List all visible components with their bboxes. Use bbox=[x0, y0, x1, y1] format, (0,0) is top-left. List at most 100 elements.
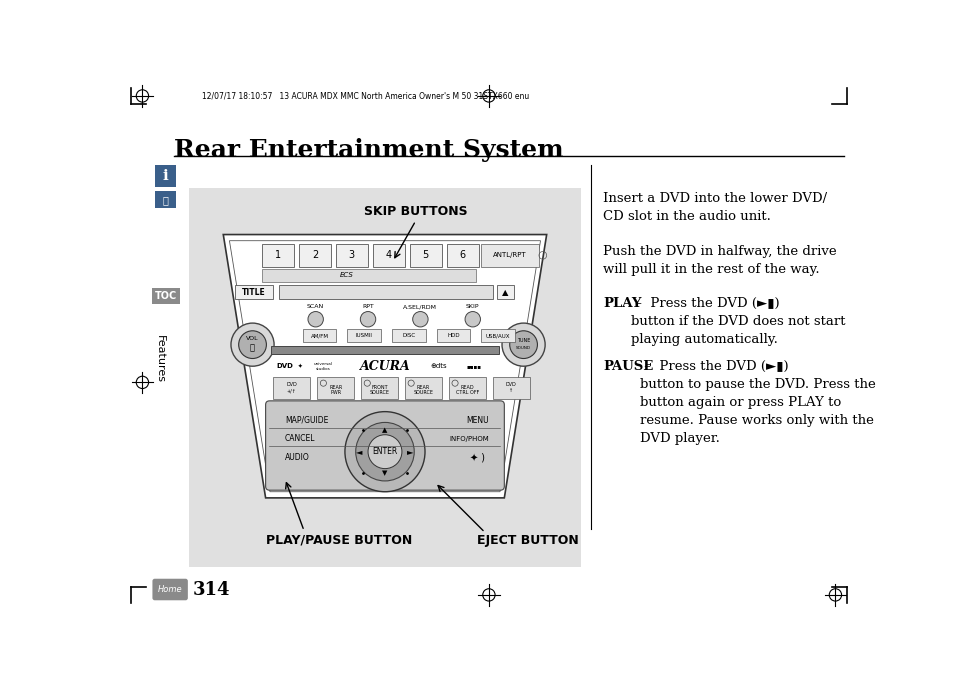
Text: A.SEL/RDM: A.SEL/RDM bbox=[403, 304, 436, 309]
Bar bbox=[493, 377, 529, 399]
Text: ⏻: ⏻ bbox=[250, 343, 254, 352]
Bar bbox=[302, 329, 336, 342]
Bar bbox=[261, 244, 294, 267]
Text: DVD
↑: DVD ↑ bbox=[505, 382, 517, 393]
Polygon shape bbox=[223, 235, 546, 498]
Circle shape bbox=[413, 311, 428, 327]
Text: 2: 2 bbox=[312, 250, 317, 261]
Bar bbox=[480, 329, 515, 342]
Text: 4: 4 bbox=[385, 250, 392, 261]
Text: –  Press the DVD (►▮)
button to pause the DVD. Press the
button again or press P: – Press the DVD (►▮) button to pause the… bbox=[639, 360, 875, 445]
Bar bbox=[361, 377, 397, 399]
Bar bbox=[373, 244, 405, 267]
Circle shape bbox=[308, 311, 323, 327]
Text: ANTL/RPT: ANTL/RPT bbox=[493, 252, 526, 259]
Bar bbox=[446, 244, 478, 267]
Text: universal
studios: universal studios bbox=[314, 362, 333, 371]
Text: VOL: VOL bbox=[246, 336, 258, 341]
Text: HDD: HDD bbox=[447, 333, 459, 339]
Bar bbox=[152, 289, 180, 304]
Bar bbox=[405, 377, 441, 399]
Text: ▼: ▼ bbox=[382, 470, 387, 476]
Text: REAR
PWR: REAR PWR bbox=[329, 384, 342, 395]
Text: 🚗: 🚗 bbox=[162, 195, 169, 205]
Text: Push the DVD in halfway, the drive
will pull it in the rest of the way.: Push the DVD in halfway, the drive will … bbox=[602, 245, 836, 276]
Text: –  Press the DVD (►▮)
button if the DVD does not start
playing automatically.: – Press the DVD (►▮) button if the DVD d… bbox=[630, 297, 844, 346]
Bar bbox=[190, 188, 580, 567]
Bar bbox=[271, 346, 498, 354]
Text: Insert a DVD into the lower DVD/
CD slot in the audio unit.: Insert a DVD into the lower DVD/ CD slot… bbox=[602, 192, 826, 223]
Text: Home: Home bbox=[157, 585, 182, 594]
Text: SKIP: SKIP bbox=[465, 304, 479, 309]
Bar bbox=[298, 244, 331, 267]
Bar bbox=[436, 329, 470, 342]
Text: FRONT
SOURCE: FRONT SOURCE bbox=[369, 384, 389, 395]
Text: ✦ ): ✦ ) bbox=[470, 452, 484, 462]
Circle shape bbox=[360, 311, 375, 327]
Text: ENTER: ENTER bbox=[372, 447, 397, 456]
Circle shape bbox=[368, 435, 401, 469]
Circle shape bbox=[509, 331, 537, 358]
Text: PLAY/PAUSE BUTTON: PLAY/PAUSE BUTTON bbox=[265, 534, 412, 547]
Text: i: i bbox=[162, 169, 169, 183]
Text: AUDIO: AUDIO bbox=[285, 453, 310, 462]
Circle shape bbox=[501, 323, 544, 366]
Circle shape bbox=[231, 323, 274, 366]
Bar bbox=[274, 377, 310, 399]
Text: TUNE: TUNE bbox=[517, 339, 530, 343]
Text: RPT: RPT bbox=[362, 304, 374, 309]
FancyBboxPatch shape bbox=[152, 579, 188, 601]
Text: Rear Entertainment System: Rear Entertainment System bbox=[173, 137, 563, 161]
Bar bbox=[335, 244, 368, 267]
Text: ✦: ✦ bbox=[297, 364, 302, 369]
Text: DVD: DVD bbox=[276, 363, 293, 369]
Text: ECS: ECS bbox=[339, 272, 353, 278]
Text: READ
CTRL OFF: READ CTRL OFF bbox=[456, 384, 478, 395]
FancyBboxPatch shape bbox=[265, 401, 504, 490]
Bar bbox=[154, 192, 176, 209]
Text: ACURA: ACURA bbox=[359, 360, 410, 373]
Text: INFO/PHOM: INFO/PHOM bbox=[449, 436, 489, 442]
Text: PAUSE: PAUSE bbox=[602, 360, 653, 373]
Circle shape bbox=[464, 311, 480, 327]
Circle shape bbox=[238, 331, 266, 358]
Text: CANCEL: CANCEL bbox=[285, 434, 315, 443]
Circle shape bbox=[355, 423, 414, 481]
Circle shape bbox=[345, 412, 425, 492]
Text: MENU: MENU bbox=[466, 416, 489, 425]
Bar bbox=[409, 244, 441, 267]
Text: TITLE: TITLE bbox=[242, 288, 266, 297]
Text: REAR
SOURCE: REAR SOURCE bbox=[413, 384, 433, 395]
Text: ⊕dts: ⊕dts bbox=[430, 363, 447, 369]
Text: DISC: DISC bbox=[402, 333, 415, 339]
Text: 3: 3 bbox=[349, 250, 355, 261]
Text: ▪▪▪▪: ▪▪▪▪ bbox=[465, 364, 480, 369]
Text: TOC: TOC bbox=[155, 291, 177, 301]
Bar bbox=[154, 166, 176, 187]
Text: SCAN: SCAN bbox=[307, 304, 324, 309]
Text: AM/FM: AM/FM bbox=[310, 333, 328, 339]
Bar bbox=[392, 329, 425, 342]
Text: DVD
+/↑: DVD +/↑ bbox=[286, 382, 297, 393]
Text: ◄: ◄ bbox=[355, 447, 362, 456]
Text: 1: 1 bbox=[274, 250, 281, 261]
Text: 5: 5 bbox=[422, 250, 429, 261]
Bar bbox=[347, 329, 381, 342]
Bar bbox=[234, 285, 274, 299]
Bar bbox=[278, 285, 493, 299]
Text: ▲: ▲ bbox=[382, 427, 387, 433]
Bar bbox=[317, 377, 354, 399]
Text: 6: 6 bbox=[459, 250, 465, 261]
Text: SKIP BUTTONS: SKIP BUTTONS bbox=[364, 205, 467, 218]
Text: Features: Features bbox=[155, 335, 165, 383]
Text: ►: ► bbox=[407, 447, 414, 456]
Text: MAP/GUIDE: MAP/GUIDE bbox=[285, 416, 328, 425]
Text: 314: 314 bbox=[193, 581, 230, 598]
Text: ▲: ▲ bbox=[501, 288, 508, 297]
Text: 12/07/17 18:10:57   13 ACURA MDX MMC North America Owner's M 50 31STX660 enu: 12/07/17 18:10:57 13 ACURA MDX MMC North… bbox=[202, 92, 529, 101]
Bar bbox=[449, 377, 485, 399]
Text: PLAY: PLAY bbox=[602, 297, 640, 310]
Text: USB/AUX: USB/AUX bbox=[485, 333, 510, 339]
Bar bbox=[497, 285, 513, 299]
Text: SOUND: SOUND bbox=[516, 345, 531, 350]
